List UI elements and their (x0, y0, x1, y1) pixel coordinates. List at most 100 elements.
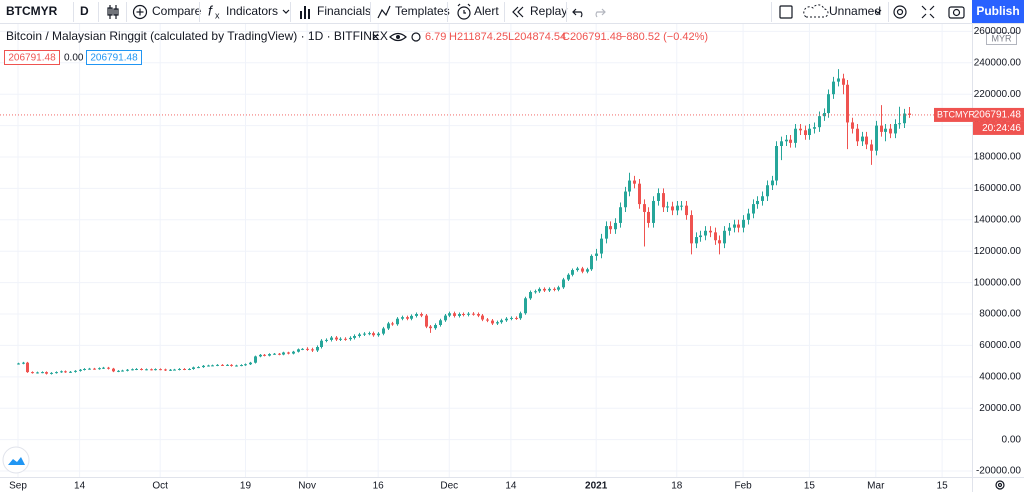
candle-body (500, 320, 503, 323)
templates-icon[interactable] (377, 5, 391, 19)
candle-body (211, 365, 214, 367)
scale-settings[interactable] (995, 480, 1005, 490)
replay-icon[interactable] (512, 6, 524, 18)
chevron[interactable] (282, 9, 290, 14)
candle-body (595, 253, 598, 256)
candle-body (709, 230, 712, 233)
candle-body (391, 323, 394, 325)
select-box[interactable] (779, 5, 793, 19)
candle-body (159, 369, 162, 371)
candle-body (898, 123, 901, 125)
y-tick-label: -20000.00 (976, 466, 1021, 477)
currency[interactable]: MYR (992, 33, 1013, 43)
x-tick-label: 15 (804, 481, 816, 492)
currency-box[interactable] (986, 32, 1017, 45)
candle-body (827, 94, 830, 114)
candle-body (638, 183, 641, 205)
candle-body (647, 211, 650, 223)
candle-body (297, 349, 300, 352)
indicator-value: 206791.48 (8, 53, 56, 64)
candle-body (377, 333, 380, 336)
interval[interactable]: D (80, 4, 89, 18)
layout-chevron[interactable] (874, 9, 882, 14)
candle-body (444, 315, 447, 321)
candle-body (771, 180, 774, 186)
publish-button[interactable]: Publish (976, 4, 1019, 18)
replay-button[interactable]: Replay (530, 4, 567, 18)
redo[interactable] (595, 8, 606, 18)
tv-logo[interactable] (2, 446, 30, 474)
candle-body (605, 226, 608, 239)
candle-body (458, 314, 461, 316)
candle-body (79, 369, 82, 371)
toolbar: BTCMYR D Compare f x Indicators Financia… (0, 0, 1024, 24)
candle-body (197, 367, 200, 369)
candle-body (557, 287, 560, 290)
candle-body (486, 319, 489, 321)
candle-body (93, 368, 96, 370)
y-tick-label: 40000.00 (979, 371, 1021, 382)
indicators-button[interactable]: Indicators (226, 4, 278, 18)
snapshot-icon[interactable] (948, 6, 965, 19)
candle-body (453, 313, 456, 316)
candle-body (903, 113, 906, 124)
compare-button[interactable]: Compare (152, 4, 202, 18)
candle-body (344, 338, 347, 340)
candle-body (856, 128, 859, 142)
candle-body (699, 235, 702, 238)
candle-body (353, 335, 356, 338)
candle-body (576, 268, 579, 271)
chart-type-icon[interactable] (107, 5, 119, 19)
candle-body (401, 317, 404, 319)
candle-body (756, 200, 759, 205)
candle-body (230, 364, 233, 366)
candle-body (26, 362, 29, 373)
legend-close-value: C206791.48 (562, 31, 622, 43)
candle-body (60, 371, 63, 373)
candle-body (278, 353, 281, 355)
candle-body (140, 368, 143, 370)
compare-icon[interactable] (132, 4, 148, 20)
x-tick-label: 19 (240, 481, 252, 492)
fullscreen-icon[interactable] (921, 5, 935, 19)
x-tick-label: Dec (440, 481, 458, 492)
templates-button[interactable]: Templates (395, 4, 450, 18)
legend-settings[interactable] (411, 32, 421, 42)
candle-body (818, 116, 821, 128)
layout-name[interactable]: Unnamed (829, 4, 881, 18)
candle-body (752, 204, 755, 214)
candle-body (88, 368, 91, 370)
alert-button[interactable]: Alert (474, 4, 499, 18)
candle-body (842, 78, 845, 85)
legend-close[interactable] (372, 33, 379, 40)
indicator-box (4, 50, 60, 65)
candle-body (320, 340, 323, 347)
legend-title: Bitcoin / Malaysian Ringgit (calculated … (6, 29, 388, 43)
candle-body (510, 317, 513, 319)
candle-body (462, 314, 465, 316)
candle-body (83, 368, 86, 370)
candle-body (766, 185, 769, 197)
candle-body (666, 206, 669, 208)
symbol[interactable]: BTCMYR (6, 4, 58, 18)
indicators-icon[interactable]: f (208, 3, 214, 19)
financials-icon[interactable] (300, 6, 310, 19)
x-tick-label: 14 (74, 481, 86, 492)
alert-icon[interactable] (457, 3, 471, 20)
candle-body (761, 196, 764, 201)
publish-bg[interactable] (972, 0, 1024, 23)
candle-body (780, 141, 783, 147)
candles (17, 69, 911, 375)
financials-button[interactable]: Financials (317, 4, 371, 18)
indicators-icon-sub[interactable]: x (215, 10, 220, 20)
settings-icon[interactable] (893, 5, 907, 19)
candle-body (282, 352, 285, 355)
legend-eye[interactable] (389, 32, 407, 42)
y-tick-label: 20000.00 (979, 403, 1021, 414)
x-tick-label: Feb (734, 481, 752, 492)
indicator-value: 0.00 (64, 53, 84, 64)
undo[interactable] (572, 8, 583, 18)
legend-eye-pupil (396, 35, 400, 39)
candle-body (685, 205, 688, 216)
candle-body (117, 370, 120, 372)
